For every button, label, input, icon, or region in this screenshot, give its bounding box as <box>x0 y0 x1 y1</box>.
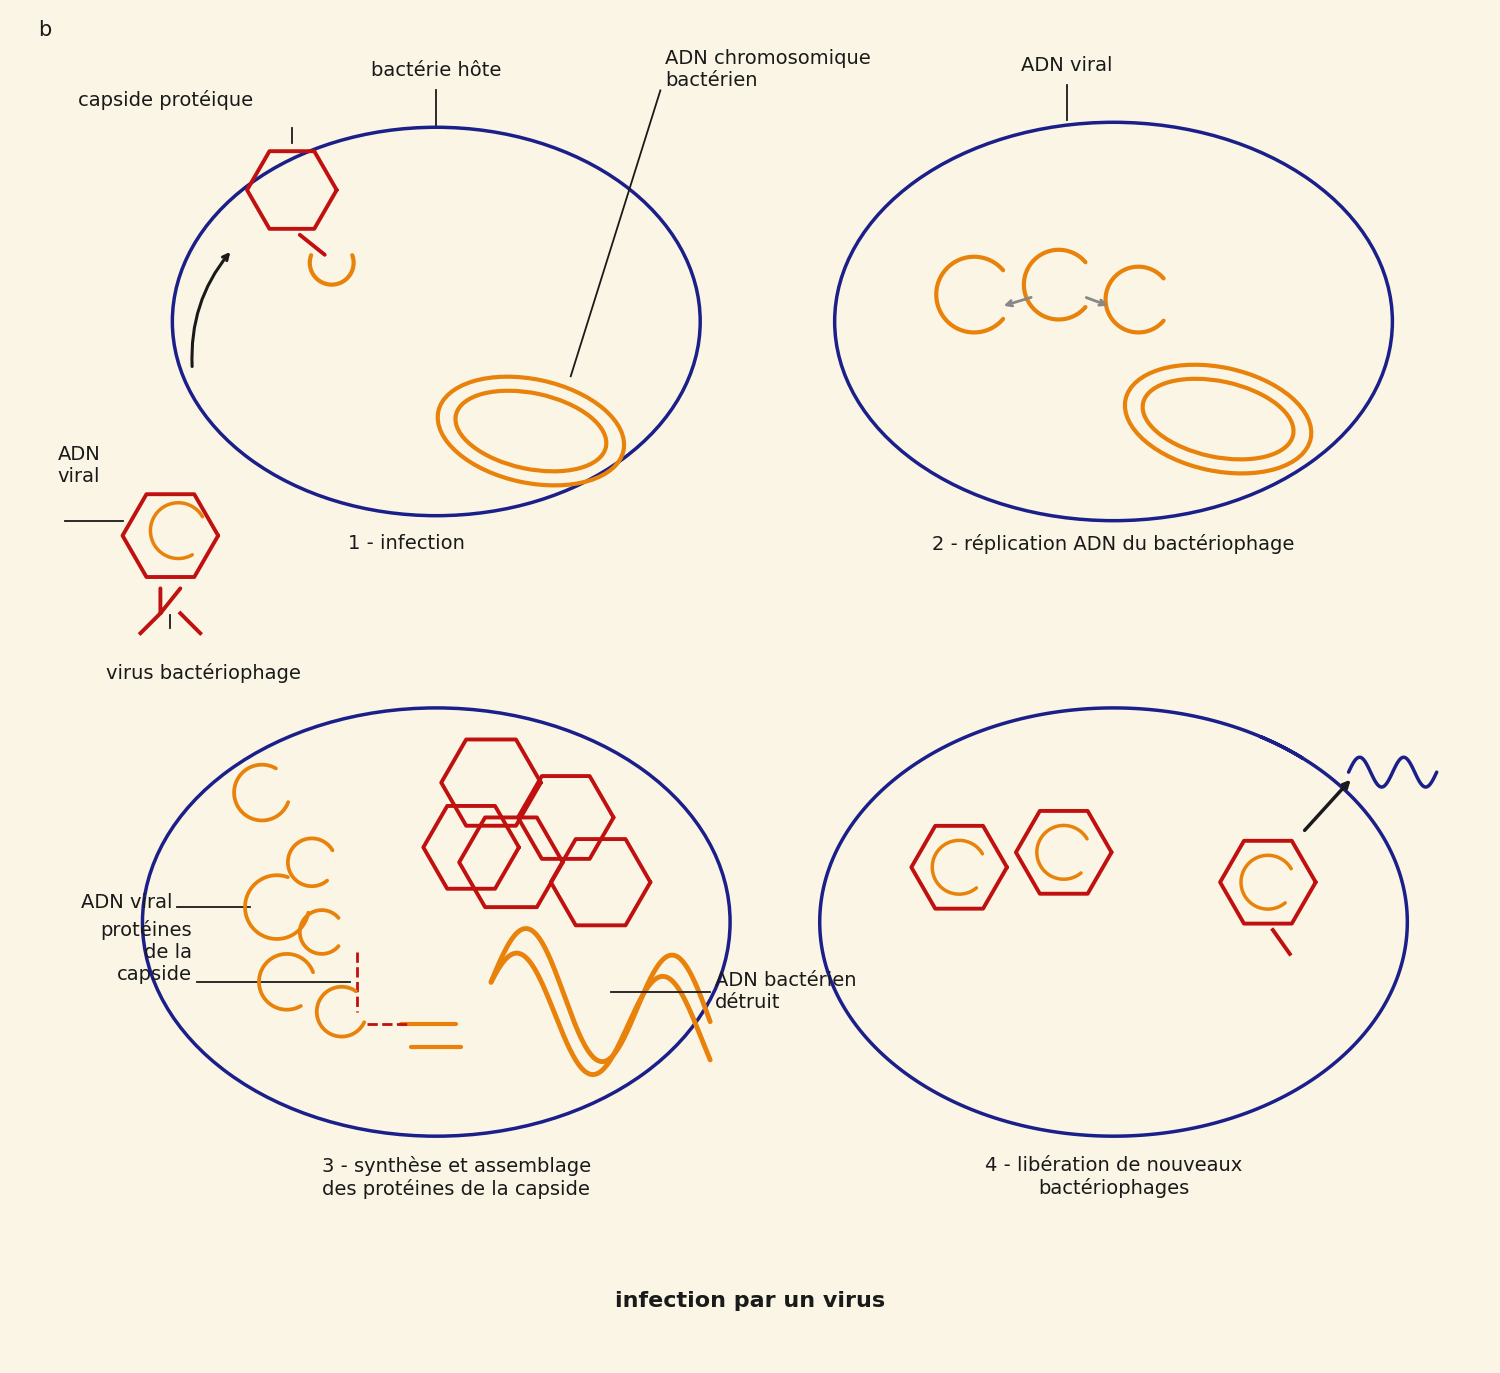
Text: ADN viral: ADN viral <box>81 892 172 912</box>
Text: bactérie hôte: bactérie hôte <box>370 62 501 81</box>
Text: ADN viral: ADN viral <box>1022 56 1113 76</box>
Text: 3 - synthèse et assemblage
des protéines de la capside: 3 - synthèse et assemblage des protéines… <box>321 1156 591 1199</box>
Text: protéines
de la
capside: protéines de la capside <box>100 920 192 984</box>
Text: ADN bactérien
détruit: ADN bactérien détruit <box>716 971 856 1012</box>
Text: capside protéique: capside protéique <box>78 91 254 110</box>
Text: 1 - infection: 1 - infection <box>348 534 465 552</box>
Text: infection par un virus: infection par un virus <box>615 1291 885 1310</box>
Text: 2 - réplication ADN du bactériophage: 2 - réplication ADN du bactériophage <box>933 534 1294 553</box>
Text: ADN
viral: ADN viral <box>58 445 100 486</box>
Text: ADN chromosomique
bactérien: ADN chromosomique bactérien <box>666 49 872 91</box>
Text: virus bactériophage: virus bactériophage <box>105 663 300 684</box>
Text: 4 - libération de nouveaux
bactériophages: 4 - libération de nouveaux bactériophage… <box>986 1156 1242 1199</box>
Text: b: b <box>38 19 51 40</box>
